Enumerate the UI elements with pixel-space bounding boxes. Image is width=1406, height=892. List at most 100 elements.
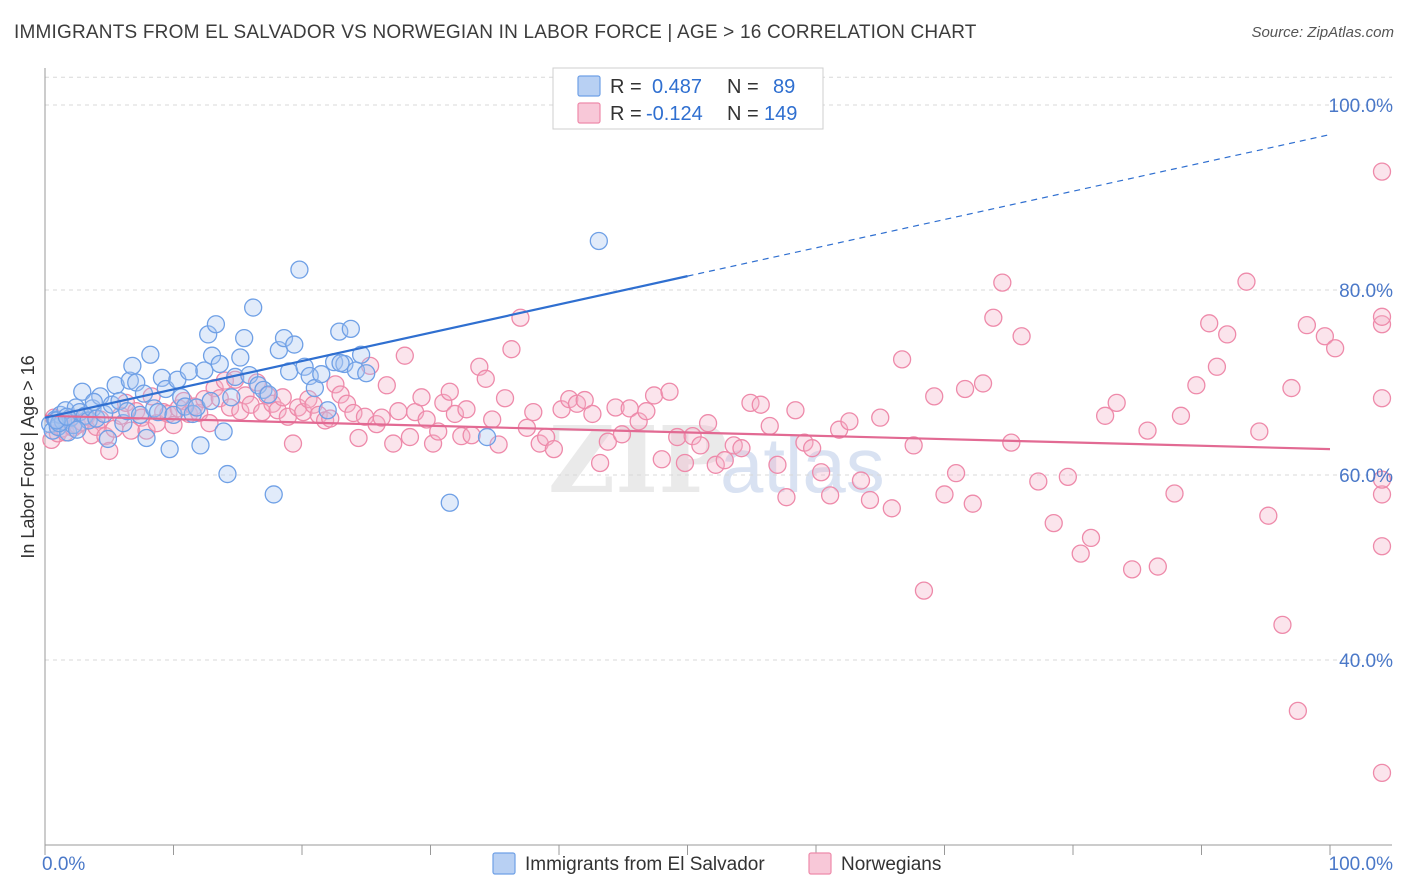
norwegians-point-117 bbox=[732, 439, 751, 458]
norwegians-point-26 bbox=[164, 415, 183, 435]
norwegians-point-131 bbox=[860, 490, 880, 510]
el-salvador-point-19 bbox=[98, 429, 118, 449]
legend-bottom-swatch-pink bbox=[808, 852, 832, 875]
norwegians-point-121 bbox=[768, 455, 787, 474]
trend-lines bbox=[44, 134, 1331, 451]
el-salvador-point-70 bbox=[312, 365, 331, 384]
norwegians-point-122 bbox=[777, 488, 796, 507]
norwegians-point-97 bbox=[575, 390, 594, 410]
norwegians-point-73 bbox=[417, 410, 436, 429]
norwegians-point-146 bbox=[1012, 327, 1031, 346]
norwegians-point-65 bbox=[372, 408, 391, 427]
norwegians-point-164 bbox=[1250, 422, 1269, 441]
el-salvador-point-45 bbox=[195, 361, 214, 380]
tick-labels: 40.0% 60.0% 80.0% 100.0% 0.0% 100.0% bbox=[42, 96, 1393, 875]
norwegians-point-158 bbox=[1171, 406, 1191, 425]
norwegians-point-70 bbox=[400, 427, 420, 447]
norwegians-point-93 bbox=[544, 439, 564, 459]
el-salvador-point-82 bbox=[589, 231, 608, 251]
norwegians-point-120 bbox=[760, 416, 779, 436]
el-salvador-point-65 bbox=[285, 335, 304, 354]
norwegians-point-154 bbox=[1122, 560, 1142, 579]
legend-r-value-1: 0.487 bbox=[652, 76, 702, 98]
norwegians-point-69 bbox=[395, 346, 414, 365]
norwegians-point-59 bbox=[337, 394, 357, 413]
legend-bottom-label-pink: Norwegians bbox=[841, 854, 941, 875]
norwegians-point-21 bbox=[137, 421, 156, 440]
el-salvador-point-30 bbox=[137, 428, 156, 448]
el-salvador-point-54 bbox=[231, 348, 250, 367]
el-salvador-point-79 bbox=[331, 353, 350, 373]
norwegians-point-172 bbox=[1372, 389, 1392, 408]
el-salvador-point-48 bbox=[206, 315, 226, 334]
el-salvador-point-39 bbox=[172, 388, 191, 407]
norwegians-point-162 bbox=[1218, 325, 1237, 344]
el-salvador-point-71 bbox=[318, 401, 337, 420]
legend-swatch-blue bbox=[577, 75, 601, 97]
legend-n-value-2: 149 bbox=[764, 103, 797, 125]
norwegians-point-176 bbox=[1372, 537, 1392, 556]
norwegians-point-99 bbox=[590, 453, 610, 473]
norwegians-point-107 bbox=[652, 450, 671, 469]
el-salvador-point-55 bbox=[235, 328, 254, 348]
el-salvador-point-66 bbox=[290, 260, 309, 279]
norwegians-point-98 bbox=[583, 404, 602, 424]
el-salvador-point-51 bbox=[218, 464, 237, 484]
norwegians-point-52 bbox=[299, 389, 318, 409]
el-salvador-point-44 bbox=[191, 436, 210, 455]
norwegians-point-152 bbox=[1095, 406, 1115, 425]
norwegians-point-18 bbox=[121, 421, 141, 440]
el-salvador-point-26 bbox=[123, 356, 142, 376]
norwegians-point-150 bbox=[1071, 544, 1090, 563]
el-salvador-point-34 bbox=[152, 368, 172, 388]
legend-swatch-pink bbox=[577, 102, 601, 124]
el-salvador-point-50 bbox=[214, 422, 233, 441]
norwegians-point-72 bbox=[412, 388, 431, 407]
norwegians-point-155 bbox=[1138, 421, 1157, 440]
legend-bottom: Immigrants from El Salvador Norwegians bbox=[492, 852, 941, 875]
y-tick-label-3: 100.0% bbox=[1329, 96, 1394, 117]
norwegians-point-86 bbox=[495, 389, 515, 408]
norwegians-point-179 bbox=[1372, 162, 1392, 181]
norwegians-point-142 bbox=[973, 374, 993, 393]
legend-top: R = 0.487 N = 89 R = -0.124 N = 149 bbox=[552, 67, 824, 130]
norwegians-point-135 bbox=[904, 436, 923, 455]
norwegians-point-139 bbox=[946, 463, 966, 483]
norwegians-point-40 bbox=[236, 386, 255, 405]
norwegians-point-102 bbox=[612, 425, 632, 444]
el-salvador-point-36 bbox=[160, 439, 179, 459]
norwegians-point-49 bbox=[283, 434, 303, 453]
norwegians-point-144 bbox=[993, 273, 1012, 292]
norwegians-point-147 bbox=[1029, 472, 1048, 491]
el-salvador-trend-line bbox=[44, 275, 688, 419]
norwegians-trend-line bbox=[44, 414, 1331, 451]
norwegians-point-114 bbox=[706, 455, 725, 474]
norwegians-point-133 bbox=[882, 499, 901, 518]
norwegians-point-125 bbox=[802, 439, 822, 458]
norwegians-point-110 bbox=[675, 453, 695, 473]
norwegians-point-138 bbox=[935, 485, 954, 504]
legend-n-value-1: 89 bbox=[773, 76, 795, 98]
el-salvador-point-86 bbox=[67, 420, 87, 439]
norwegians-point-134 bbox=[892, 350, 912, 369]
el-salvador-point-41 bbox=[179, 362, 199, 381]
legend-bottom-label-blue: Immigrants from El Salvador bbox=[525, 854, 765, 875]
el-salvador-point-60 bbox=[259, 385, 278, 404]
norwegians-point-83 bbox=[476, 369, 495, 388]
el-salvador-point-31 bbox=[141, 345, 160, 364]
norwegians-point-161 bbox=[1207, 357, 1227, 376]
norwegians-point-81 bbox=[462, 426, 481, 445]
norwegians-point-178 bbox=[1372, 763, 1392, 782]
norwegians-point-129 bbox=[840, 412, 859, 431]
el-salvador-point-63 bbox=[274, 328, 294, 348]
norwegians-point-119 bbox=[751, 395, 770, 414]
el-salvador-point-75 bbox=[341, 319, 360, 339]
legend-n-label-1: N = bbox=[727, 76, 759, 98]
norwegians-point-175 bbox=[1372, 470, 1392, 489]
norwegians-point-169 bbox=[1297, 315, 1317, 335]
norwegians-point-168 bbox=[1288, 701, 1308, 721]
el-salvador-point-73 bbox=[330, 322, 349, 341]
norwegians-point-141 bbox=[963, 494, 982, 513]
norwegians-point-67 bbox=[384, 434, 403, 453]
